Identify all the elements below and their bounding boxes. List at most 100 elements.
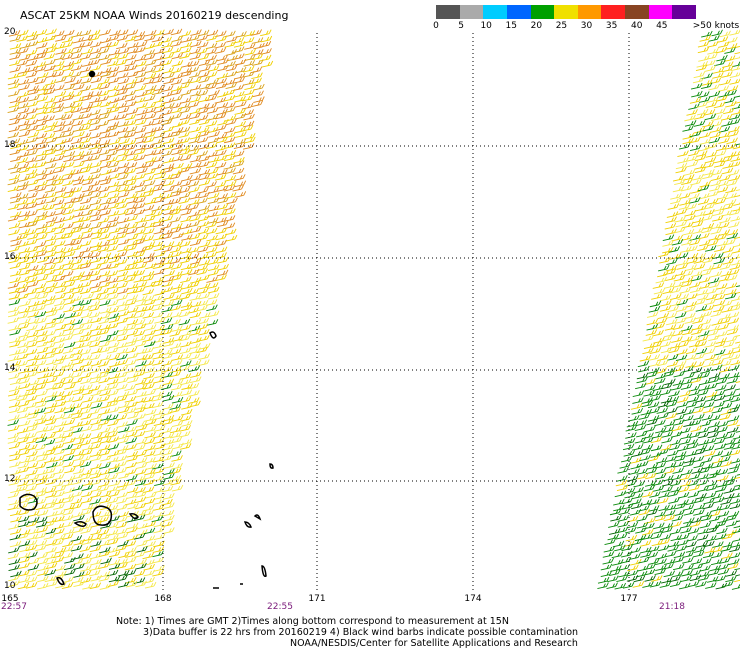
- wind-barb: [54, 293, 66, 300]
- wind-barb: [153, 419, 166, 426]
- wind-barb: [207, 310, 220, 318]
- wind-barb: [161, 149, 173, 157]
- wind-barb: [726, 377, 739, 384]
- wind-barb: [223, 136, 236, 144]
- wind-barb: [88, 29, 101, 37]
- wind-barb: [64, 556, 76, 564]
- wind-barb: [116, 383, 128, 391]
- wind-barb: [26, 551, 38, 559]
- wind-barb: [706, 526, 718, 534]
- wind-barb: [690, 178, 702, 186]
- wind-barb: [79, 262, 92, 269]
- wind-barb: [733, 95, 740, 98]
- wind-barb: [198, 173, 211, 181]
- wind-barb: [8, 245, 21, 253]
- wind-barb: [134, 132, 147, 140]
- wind-barb: [179, 191, 191, 199]
- wind-barb: [116, 258, 128, 266]
- wind-barb: [72, 36, 84, 44]
- wind-barb: [690, 376, 702, 384]
- wind-barb: [685, 347, 698, 355]
- wind-barb: [679, 438, 692, 445]
- wind-barb: [206, 59, 218, 66]
- wind-barb: [681, 335, 693, 343]
- wind-barb: [664, 324, 677, 331]
- wind-barb: [664, 222, 677, 230]
- wind-barb: [62, 431, 74, 439]
- wind-barb: [17, 341, 29, 349]
- wind-barb: [71, 263, 83, 271]
- wind-barb: [98, 113, 110, 120]
- wind-barb: [669, 575, 681, 583]
- wind-barb: [80, 311, 93, 319]
- wind-barb: [645, 472, 657, 480]
- wind-barb: [54, 203, 67, 210]
- wind-barb: [170, 190, 182, 197]
- wind-barb: [79, 29, 92, 37]
- wind-barb: [45, 347, 57, 355]
- wind-barb: [205, 82, 218, 90]
- wind-barb: [729, 29, 740, 36]
- wind-barb: [724, 292, 737, 300]
- wind-barb: [171, 354, 184, 361]
- wind-barb: [143, 478, 155, 486]
- wind-barb: [99, 546, 111, 554]
- wind-barb: [724, 238, 736, 246]
- wind-barb: [90, 472, 102, 479]
- wind-barb: [179, 430, 191, 438]
- wind-barb: [216, 185, 229, 192]
- wind-barb: [18, 576, 31, 584]
- wind-barb: [54, 274, 66, 282]
- wind-barb: [36, 335, 48, 343]
- wind-barb: [90, 324, 102, 332]
- wind-barb: [682, 221, 694, 229]
- wind-barb: [25, 202, 38, 209]
- wind-barb: [154, 179, 166, 187]
- wind-barb: [37, 575, 49, 583]
- wind-barb: [116, 88, 128, 96]
- wind-barb: [724, 47, 736, 54]
- wind-barb: [9, 454, 21, 462]
- wind-barb: [667, 305, 679, 313]
- wind-barb: [108, 466, 120, 474]
- wind-barb: [171, 222, 183, 230]
- wind-barb: [134, 479, 147, 487]
- wind-barb: [8, 222, 21, 230]
- wind-barb: [180, 162, 193, 170]
- wind-barb: [215, 209, 228, 217]
- wind-barb: [81, 496, 93, 504]
- wind-barb: [686, 155, 698, 162]
- wind-barb: [124, 208, 137, 216]
- wind-barb: [684, 305, 696, 313]
- wind-barb: [217, 64, 229, 72]
- wind-barb: [721, 120, 733, 127]
- wind-barb: [79, 281, 92, 288]
- wind-barb: [144, 340, 156, 348]
- wind-barb: [135, 462, 148, 470]
- wind-barb: [188, 365, 200, 373]
- wind-barb: [233, 90, 245, 98]
- wind-barb: [36, 42, 48, 49]
- wind-barb: [26, 450, 38, 458]
- wind-barb: [44, 575, 57, 583]
- wind-barb: [43, 107, 56, 114]
- wind-barb: [153, 268, 165, 276]
- wind-barb: [214, 47, 227, 54]
- wind-barb: [126, 283, 139, 290]
- wind-barb: [705, 101, 718, 108]
- wind-barb: [206, 304, 218, 312]
- wind-barb: [206, 34, 218, 42]
- wind-barb: [688, 149, 700, 157]
- island-dot: [88, 70, 96, 78]
- wind-barb: [62, 179, 74, 187]
- wind-barb: [710, 354, 723, 362]
- wind-barb: [688, 580, 700, 588]
- wind-barb: [116, 353, 128, 361]
- wind-barb: [16, 102, 29, 110]
- wind-barb: [45, 306, 57, 314]
- wind-barb: [88, 154, 101, 162]
- wind-barb: [171, 143, 184, 151]
- wind-barb: [199, 240, 211, 248]
- wind-barb: [89, 442, 102, 450]
